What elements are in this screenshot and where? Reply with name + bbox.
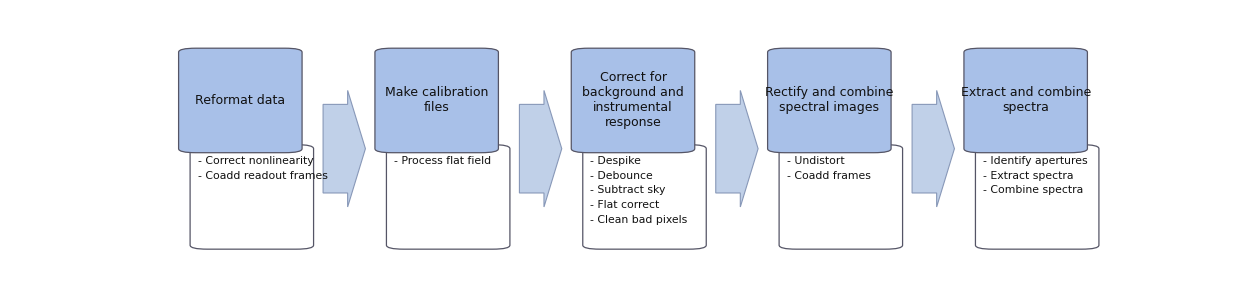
- FancyBboxPatch shape: [583, 145, 706, 249]
- FancyBboxPatch shape: [768, 48, 891, 153]
- FancyBboxPatch shape: [779, 145, 903, 249]
- Polygon shape: [323, 90, 365, 207]
- Text: - Process flat field: - Process flat field: [395, 156, 491, 166]
- FancyBboxPatch shape: [571, 48, 695, 153]
- Text: - Despike
- Debounce
- Subtract sky
- Flat correct
- Clean bad pixels: - Despike - Debounce - Subtract sky - Fl…: [590, 156, 688, 225]
- Text: Rectify and combine
spectral images: Rectify and combine spectral images: [766, 86, 893, 115]
- Polygon shape: [912, 90, 955, 207]
- FancyBboxPatch shape: [386, 145, 510, 249]
- Polygon shape: [716, 90, 758, 207]
- Text: - Identify apertures
- Extract spectra
- Combine spectra: - Identify apertures - Extract spectra -…: [983, 156, 1087, 195]
- FancyBboxPatch shape: [375, 48, 499, 153]
- Polygon shape: [520, 90, 562, 207]
- Text: Extract and combine
spectra: Extract and combine spectra: [961, 86, 1091, 115]
- FancyBboxPatch shape: [976, 145, 1098, 249]
- Text: Reformat data: Reformat data: [195, 94, 286, 107]
- FancyBboxPatch shape: [178, 48, 302, 153]
- Text: - Correct nonlinearity
- Coadd readout frames: - Correct nonlinearity - Coadd readout f…: [198, 156, 328, 181]
- Text: - Undistort
- Coadd frames: - Undistort - Coadd frames: [787, 156, 871, 181]
- FancyBboxPatch shape: [964, 48, 1087, 153]
- FancyBboxPatch shape: [190, 145, 313, 249]
- Text: Correct for
background and
instrumental
response: Correct for background and instrumental …: [583, 71, 684, 129]
- Text: Make calibration
files: Make calibration files: [385, 86, 489, 115]
